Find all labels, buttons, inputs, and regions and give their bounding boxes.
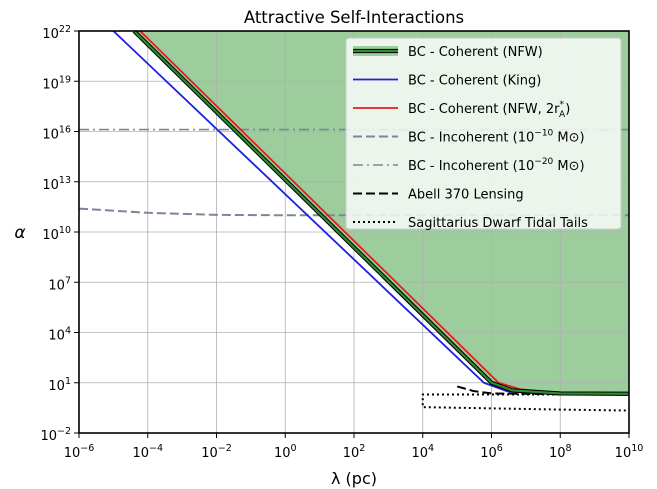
legend-label: BC - Coherent (King)	[408, 74, 541, 89]
y-tick-label: 107	[48, 275, 71, 293]
legend-label: Sagittarius Dwarf Tidal Tails	[408, 216, 588, 231]
y-tick-label: 101	[48, 376, 71, 394]
x-tick-label: 100	[274, 443, 297, 461]
legend-label: BC - Coherent (NFW, 2r* A)	[408, 100, 570, 120]
y-tick-label: 1019	[42, 74, 71, 92]
legend-label: BC - Incoherent (10−10 M⊙)	[408, 129, 585, 146]
y-tick-label: 1013	[42, 175, 71, 193]
x-tick-label: 10−6	[64, 443, 95, 461]
y-tick-label: 1016	[42, 125, 71, 143]
y-tick-label: 1022	[42, 24, 71, 42]
legend-label: BC - Coherent (NFW)	[408, 45, 543, 60]
y-tick-label: 10−2	[40, 426, 71, 444]
legend-label: Abell 370 Lensing	[408, 188, 524, 203]
x-tick-label: 10−4	[132, 443, 163, 461]
x-tick-label: 1010	[615, 443, 644, 461]
legend: BC - Coherent (NFW) BC - Coherent (King) B…	[345, 37, 622, 231]
x-tick-label: 104	[411, 443, 434, 461]
y-tick-label: 1010	[42, 225, 71, 243]
y-tick-label: 104	[48, 326, 71, 344]
series-line	[133, 31, 629, 395]
series-line	[421, 393, 629, 412]
x-tick-label: 106	[480, 443, 503, 461]
x-axis-label: λ (pc)	[331, 469, 377, 488]
x-tick-label: 102	[343, 443, 366, 461]
y-axis-label: α	[14, 223, 25, 243]
x-tick-label: 108	[549, 443, 572, 461]
legend-label: BC - Incoherent (10−20 M⊙)	[408, 157, 585, 174]
x-tick-label: 10−2	[201, 443, 232, 461]
legend-box	[345, 37, 622, 230]
chart-title: Attractive Self-Interactions	[244, 8, 464, 27]
